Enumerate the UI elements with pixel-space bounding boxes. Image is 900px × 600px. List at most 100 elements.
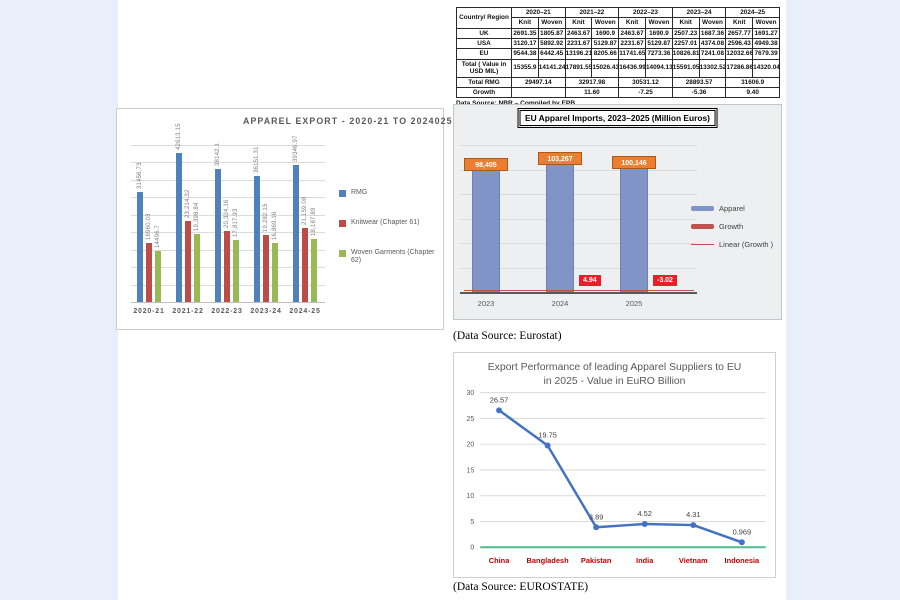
legend-swatch-icon <box>339 249 346 257</box>
table-cell: 2691.35 <box>511 27 539 40</box>
growth-value-label: 4.94 <box>579 275 601 286</box>
data-point-label: 0.969 <box>733 527 752 536</box>
data-point-marker <box>738 539 745 546</box>
eu-imports-plot: 98,405 103,267 4.94 100,146 -3.02 2023 2024 202… <box>454 105 781 319</box>
bar-value-label: 18,187.89 <box>310 207 317 236</box>
x-axis-line <box>460 292 697 294</box>
x-axis-label: Indonesia <box>725 556 761 565</box>
eu-imports-source-note: (Data Source: Eurostat) <box>453 330 562 342</box>
table-cell: Knit <box>725 17 754 29</box>
table-cell: 2596.43 <box>725 38 754 50</box>
bar-series0 <box>215 168 221 302</box>
table-cell: 8205.66 <box>591 48 620 60</box>
bar-value-label: 98,405 <box>464 158 508 172</box>
table-cell: 1690.9 <box>644 27 673 40</box>
table-cell: Country/ Region <box>456 7 512 29</box>
legend-label: Growth <box>719 222 744 231</box>
gridline <box>131 302 325 303</box>
table-cell: 1691.27 <box>752 27 780 40</box>
table-row: Total ( Value in USD MIL) 15355.9 14141.24… <box>456 58 780 78</box>
table-cell: 5129.87 <box>591 38 620 50</box>
y-tick-label: 0 <box>470 545 474 552</box>
table-row: Country/ Region 2020–21 2021–22 2022–23 2023… <box>456 6 780 29</box>
table-cell: -5.36 <box>671 86 727 99</box>
table-cell: Woven <box>644 17 673 29</box>
bar-series0 <box>176 153 182 302</box>
bar-value-label: 103,267 <box>538 152 582 165</box>
table-cell: 2463.67 <box>618 27 646 40</box>
table-cell: 31606.9 <box>725 76 780 88</box>
data-line <box>497 409 744 544</box>
bar-value-label: 21,159.08 <box>301 196 308 226</box>
eu-suppliers-title-line1: Export Performance of leading Apparel Su… <box>487 362 742 373</box>
bar-series0 <box>137 192 143 302</box>
bar-series1 <box>185 221 191 302</box>
summary-table: Country/ Region 2020–21 2021–22 2022–23 2023… <box>456 6 780 99</box>
apparel-bar <box>620 161 648 292</box>
y-tick-label: 30 <box>467 390 475 397</box>
table-cell: 3120.17 <box>511 38 539 50</box>
eu-suppliers-chart: Export Performance of leading Apparel Su… <box>453 352 776 578</box>
x-axis-label: China <box>489 556 510 565</box>
bar-series2 <box>272 243 278 302</box>
bar-series2 <box>155 251 161 302</box>
legend-item: Woven Garments (Chapter 62) <box>339 249 441 267</box>
gridline <box>131 214 325 216</box>
table-cell: Knit <box>618 17 646 29</box>
legend-item: Linear (Growth ) <box>691 240 773 249</box>
y-tick-label: 15 <box>467 467 475 474</box>
table-cell: Growth <box>456 86 512 99</box>
legend-swatch-icon <box>339 190 346 197</box>
table-cell: UK <box>456 27 512 40</box>
table-cell: 13302.52 <box>698 58 727 78</box>
table-row: Total RMG 29497.14 32917.98 30531.12 28893.5… <box>456 76 780 88</box>
bar-series2 <box>233 239 239 302</box>
legend-swatch-icon <box>339 219 346 227</box>
bar-value-label: 19,398.84 <box>193 202 200 232</box>
table-cell: 2657.77 <box>725 27 754 40</box>
x-axis-label: 2023 <box>477 299 495 308</box>
x-axis-label: 2022-23 <box>211 308 243 315</box>
eu-suppliers-svg: 0 5 10 15 20 25 30 26.57 China 19.75 Bangladesh 3.8… <box>467 390 766 565</box>
table-cell: EU <box>456 48 512 60</box>
bar-value-label: 16,869.16 <box>271 211 278 241</box>
table-cell: 2020–21 <box>511 6 566 19</box>
growth-value-label: -3.02 <box>653 275 677 286</box>
data-point-marker <box>641 520 648 527</box>
table-row: EU 9544.38 6442.45 13196.21 8205.66 11741.65 7… <box>456 48 780 60</box>
table-row: USA 3120.17 5892.92 2231.67 5129.87 2231.67 51… <box>456 38 780 50</box>
table-cell: 9544.38 <box>511 48 539 60</box>
table-cell: 1690.9 <box>591 27 620 40</box>
data-point-label: 4.52 <box>638 509 652 518</box>
gridline <box>131 179 325 181</box>
legend-label: Knitwear (Chapter 61) <box>351 218 420 226</box>
y-tick-label: 20 <box>467 442 475 449</box>
table-cell: 28893.57 <box>671 76 727 88</box>
bar-value-label: 20,324.16 <box>223 199 230 229</box>
legend-label: Linear (Growth ) <box>719 240 774 249</box>
gridline <box>131 197 325 199</box>
export-summary-table-block: Country/ Region 2020–21 2021–22 2022–23 2023… <box>456 6 782 107</box>
apparel-bar <box>546 157 574 292</box>
legend-swatch-icon <box>691 224 714 229</box>
eu-suppliers-title-line2: in 2025 - Value in EuRO Billion <box>543 376 686 388</box>
bar-series1 <box>302 228 308 302</box>
table-cell: 7273.36 <box>644 48 673 60</box>
table-cell: Woven <box>537 17 566 29</box>
x-axis-label: Vietnam <box>679 556 708 565</box>
table-cell: Knit <box>671 17 700 29</box>
table-cell: 2257.01 <box>671 38 700 50</box>
table-cell: 10826.81 <box>671 48 700 60</box>
table-cell: 16436.99 <box>618 58 646 78</box>
data-point-marker <box>544 442 551 449</box>
bar-value-label: 39346.97 <box>292 135 299 162</box>
table-cell: 15355.9 <box>511 58 539 78</box>
bar-value-label: 14496.7 <box>154 225 161 249</box>
eu-imports-legend: Apparel Growth Linear (Growth ) <box>691 204 773 258</box>
legend-label: Apparel <box>719 204 745 213</box>
bar-series1 <box>146 242 152 302</box>
data-point-label: 3.89 <box>589 512 603 521</box>
table-cell: 2507.23 <box>671 27 700 40</box>
table-cell: 15591.05 <box>671 58 700 78</box>
table-cell: 11.60 <box>564 86 620 99</box>
